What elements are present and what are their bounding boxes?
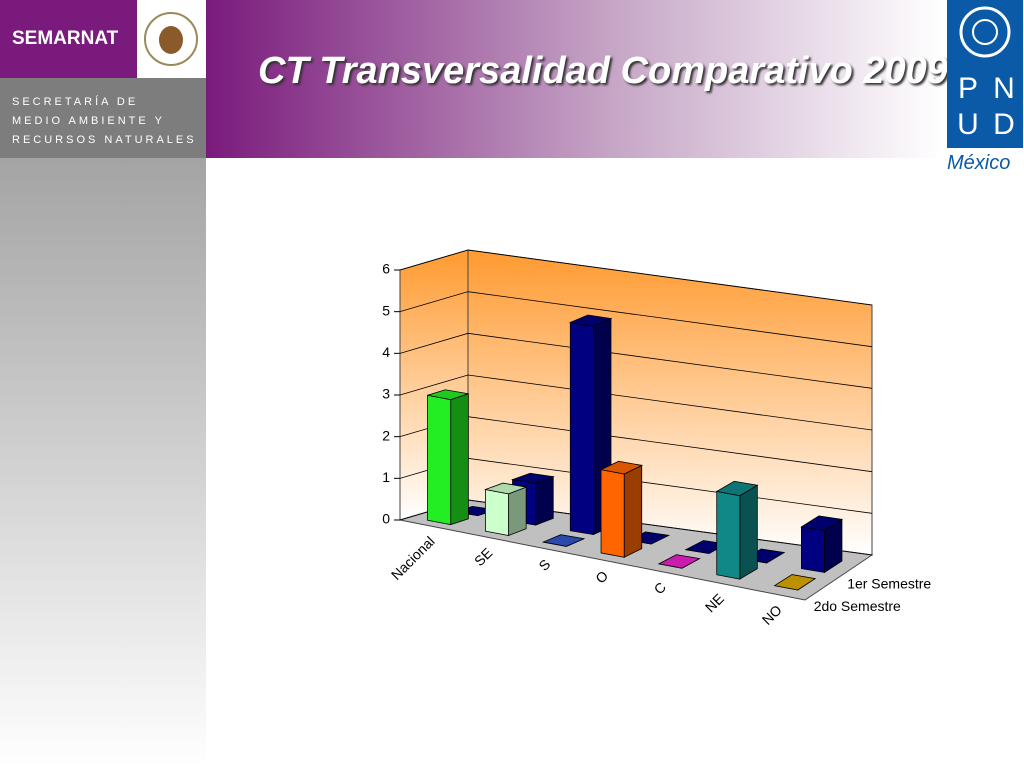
slide-title: CT Transversalidad Comparativo 2009: [258, 50, 948, 92]
seal-icon: [144, 12, 198, 66]
bar-top: [568, 314, 613, 327]
bar: [568, 314, 613, 536]
x-tick-label: C: [651, 579, 669, 597]
x-tick-label: Nacional: [388, 533, 438, 583]
bar-top: [510, 472, 555, 484]
logo-caption: México: [947, 152, 1011, 174]
bar-front: [569, 321, 594, 536]
logo-letter: N: [993, 72, 1015, 105]
grid-line: [399, 374, 873, 431]
bar: [427, 389, 469, 526]
org-line: MEDIO AMBIENTE Y: [12, 115, 165, 127]
x-tick-label: O: [592, 567, 611, 586]
un-emblem: [959, 6, 1011, 58]
bar-side: [535, 476, 554, 526]
y-tick-label: 3: [382, 386, 390, 402]
bar-top: [483, 482, 528, 495]
bar-front: [600, 469, 625, 558]
seal: [137, 0, 206, 78]
bar-front: [716, 490, 741, 580]
bar-side: [508, 486, 527, 537]
bar-front: [427, 394, 452, 526]
bar: [657, 554, 701, 569]
logo-letter: D: [993, 108, 1015, 141]
org-name: SEMARNAT: [0, 0, 137, 78]
x-tick-label: NO: [759, 602, 785, 628]
bar-top: [427, 389, 469, 401]
y-tick-label: 6: [382, 261, 390, 277]
x-tick-label: NE: [702, 590, 727, 615]
org-line: SECRETARÍA DE: [12, 96, 139, 108]
bar-top: [773, 574, 817, 591]
bar: [599, 460, 644, 558]
bar: [800, 515, 844, 574]
grid-line: [399, 249, 873, 306]
grid-line: [399, 332, 873, 389]
bar-top: [599, 460, 644, 475]
legend-label: 2do Semestre: [814, 598, 901, 614]
y-tick-label: 0: [382, 511, 390, 527]
bar-top: [800, 515, 844, 532]
bar-side: [739, 484, 758, 580]
bar-side: [450, 393, 469, 526]
bar: [483, 482, 528, 537]
y-tick-label: 2: [382, 427, 390, 443]
org-full-name: SECRETARÍA DE MEDIO AMBIENTE Y RECURSOS …: [0, 78, 206, 158]
logo-letter: U: [957, 108, 979, 141]
bar-top: [715, 480, 759, 497]
y-tick-label: 1: [382, 469, 390, 485]
y-tick-label: 5: [382, 302, 390, 318]
bar-top: [657, 554, 701, 569]
y-tick-label: 4: [382, 344, 390, 360]
logo-letter: P: [957, 72, 978, 105]
bar-front: [484, 489, 509, 537]
bar: [715, 480, 759, 580]
bar-front: [801, 526, 825, 573]
x-tick-label: S: [535, 556, 553, 574]
legend-label: 1er Semestre: [847, 576, 931, 592]
bar: [541, 534, 586, 547]
org-line: RECURSOS NATURALES: [12, 134, 197, 146]
undp-logo: P N U D: [947, 0, 1023, 148]
grid-line: [399, 291, 873, 348]
bar: [773, 574, 817, 591]
bar-top: [541, 534, 586, 547]
bar-side: [623, 464, 643, 558]
x-tick-label: SE: [471, 545, 496, 570]
